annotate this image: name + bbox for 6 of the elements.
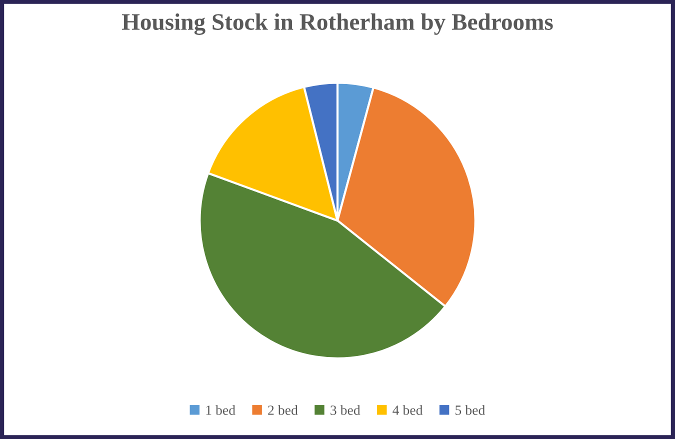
- legend-label: 4 bed: [392, 405, 423, 415]
- legend-label: 1 bed: [206, 405, 236, 415]
- legend-label: 3 bed: [330, 405, 360, 415]
- legend-label: 2 bed: [268, 405, 298, 415]
- legend-label: 5 bed: [456, 405, 486, 415]
- chart-title: Housing Stock in Rotherham by Bedrooms: [122, 13, 553, 35]
